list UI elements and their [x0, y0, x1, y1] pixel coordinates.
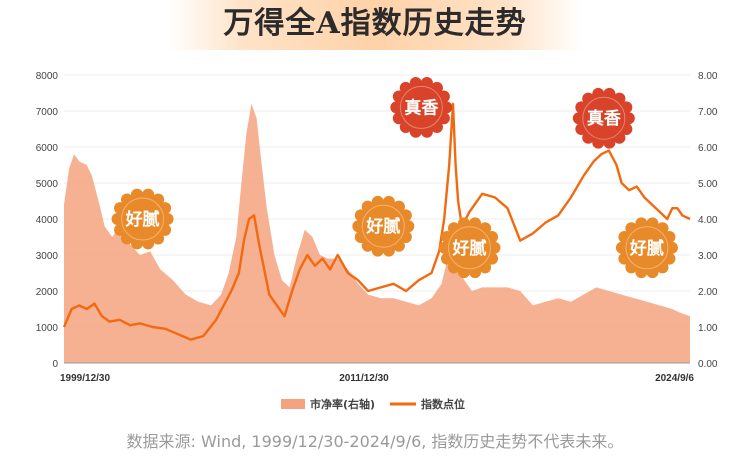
badge-body: [116, 193, 169, 245]
x-tick-label: 2024/9/6: [655, 373, 694, 384]
badge-ring: [582, 96, 626, 140]
badge-ring: [625, 226, 669, 270]
index-line: [62, 102, 691, 341]
bear-badge: 好腻: [438, 217, 501, 279]
page-title: 万得全A指数历史走势: [223, 6, 527, 41]
left-tick-label: 6000: [36, 143, 59, 154]
badge-body: [577, 92, 630, 145]
right-tick-label: 0.00: [698, 359, 718, 370]
left-tick-label: 0: [52, 359, 58, 370]
right-tick-label: 1.00: [698, 323, 718, 334]
badge-body: [357, 200, 410, 253]
pb-area: [64, 103, 690, 364]
bull-badge: 真香: [572, 87, 635, 149]
legend-label-index: 指数点位: [421, 397, 465, 411]
bull-badge: 真香: [390, 77, 453, 138]
badge-label: 好腻: [365, 216, 400, 237]
legend: 市净率(右轴) 指数点位: [281, 397, 465, 411]
left-tick-label: 1000: [36, 323, 59, 334]
badge-ring: [399, 85, 443, 129]
x-tick-label: 2011/12/30: [339, 373, 389, 384]
source-note: 数据来源: Wind, 1999/12/30-2024/9/6, 指数历史走势不…: [126, 432, 624, 451]
left-tick-label: 7000: [36, 107, 59, 118]
left-tick-label: 2000: [36, 287, 59, 298]
right-tick-label: 3.00: [698, 251, 718, 262]
right-tick-label: 8.00: [698, 71, 718, 82]
left-tick-label: 4000: [36, 215, 59, 226]
badge-label: 真香: [587, 108, 621, 129]
bear-badge: 好腻: [352, 195, 415, 257]
bear-badge: 好腻: [615, 217, 678, 279]
left-tick-label: 3000: [36, 251, 59, 262]
bear-badge: 好腻: [111, 188, 174, 250]
legend-swatch-pb: [281, 399, 305, 409]
right-tick-label: 4.00: [698, 215, 718, 226]
badge-label: 好腻: [125, 209, 160, 230]
left-tick-label: 5000: [36, 179, 59, 190]
badge-ring: [121, 197, 165, 241]
badge-body: [443, 221, 496, 274]
axes: 0 1000 2000 3000 4000 5000 6000 7000 8000 0.00 1.0…: [36, 71, 718, 384]
badge-label: 真香: [404, 97, 438, 118]
badge-ring: [361, 204, 405, 248]
badge-label: 好腻: [452, 238, 487, 259]
index-line-layer: [62, 102, 691, 341]
badge-body: [620, 221, 673, 274]
x-tick-label: 1999/12/30: [60, 373, 110, 384]
badge-label: 好腻: [629, 238, 664, 259]
badge-ring: [448, 226, 492, 270]
legend-label-pb: 市净率(右轴): [310, 397, 375, 411]
badge-body: [395, 81, 448, 134]
right-tick-label: 6.00: [698, 143, 718, 154]
pb-area-layer: [64, 103, 690, 364]
right-tick-label: 2.00: [698, 287, 718, 298]
title-banner: [168, 0, 582, 50]
right-tick-label: 5.00: [698, 179, 718, 190]
left-tick-label: 8000: [36, 71, 59, 82]
right-tick-label: 7.00: [698, 107, 718, 118]
